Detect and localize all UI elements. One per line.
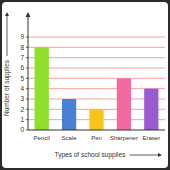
chart-panel xyxy=(2,2,168,168)
y-tick-label: 6 xyxy=(20,64,24,71)
y-title-arrow-head xyxy=(5,12,9,16)
y-title-arrow xyxy=(7,15,8,56)
y-tick-label: 3 xyxy=(20,95,24,102)
bar xyxy=(144,89,158,130)
x-tick-label: Sharpener xyxy=(110,135,138,141)
bar xyxy=(35,47,49,130)
grid-line xyxy=(28,37,165,38)
x-tick-label: Pen xyxy=(91,135,102,141)
y-tick-label: 2 xyxy=(20,106,24,113)
bars xyxy=(35,47,159,130)
x-tick-label: Pencil xyxy=(34,135,50,141)
bar xyxy=(117,78,131,130)
y-axis-arrow xyxy=(26,12,31,17)
y-tick-label: 1 xyxy=(20,116,24,123)
y-tick-label: 5 xyxy=(20,75,24,82)
chart-svg: 0 1 2 3 4 5 6 7 8 9 Pencil Scale Pen Sharpener Eraser T… xyxy=(0,0,170,170)
x-axis xyxy=(28,130,165,131)
y-tick-label: 7 xyxy=(20,54,24,61)
y-tick-label: 8 xyxy=(20,44,24,51)
y-tick-label: 9 xyxy=(20,33,24,40)
y-tick-label: 0 xyxy=(20,126,24,133)
x-title-arrow-head xyxy=(158,153,162,157)
y-axis xyxy=(28,14,29,130)
x-tick-label: Eraser xyxy=(142,135,160,141)
x-title-arrow xyxy=(129,155,159,156)
y-tick-label: 4 xyxy=(20,85,24,92)
bar xyxy=(62,99,76,130)
y-axis-title: Number of supplies xyxy=(3,59,11,116)
x-axis-title: Types of school supplies xyxy=(55,151,127,159)
bar xyxy=(89,109,103,130)
x-tick-label: Scale xyxy=(62,135,78,141)
